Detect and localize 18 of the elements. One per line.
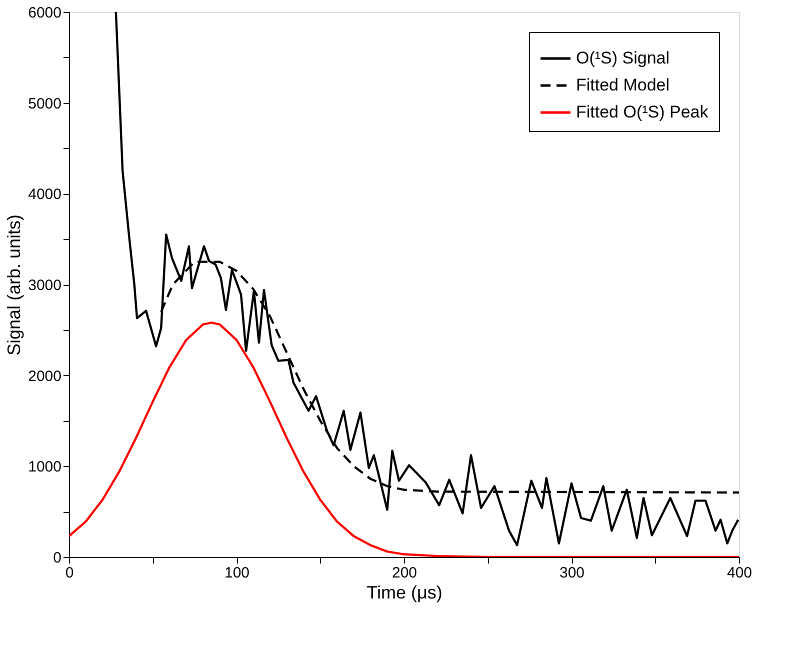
legend-label: Fitted O(¹S) Peak [576, 102, 709, 122]
x-tick-label: 200 [392, 564, 418, 582]
y-tick-label: 1000 [28, 458, 62, 476]
y-tick-label: 3000 [28, 277, 62, 294]
x-tick-label: 300 [559, 564, 585, 582]
y-tick-label: 4000 [28, 186, 62, 204]
legend-label: Fitted Model [576, 76, 670, 94]
x-tick-label: 0 [65, 564, 74, 582]
y-tick-label: 2000 [28, 368, 62, 385]
y-tick-label: 6000 [28, 4, 62, 22]
y-tick-label: 5000 [28, 95, 62, 112]
y-tick-label: 0 [53, 550, 62, 566]
x-tick-label: 400 [726, 564, 752, 582]
legend-label: O(¹S) Signal [576, 48, 670, 68]
y-axis-title: Signal (arb. units) [4, 214, 24, 356]
x-tick-label: 100 [224, 564, 250, 582]
line-series [114, 12, 739, 546]
x-axis-title: Time (μs) [366, 582, 442, 602]
